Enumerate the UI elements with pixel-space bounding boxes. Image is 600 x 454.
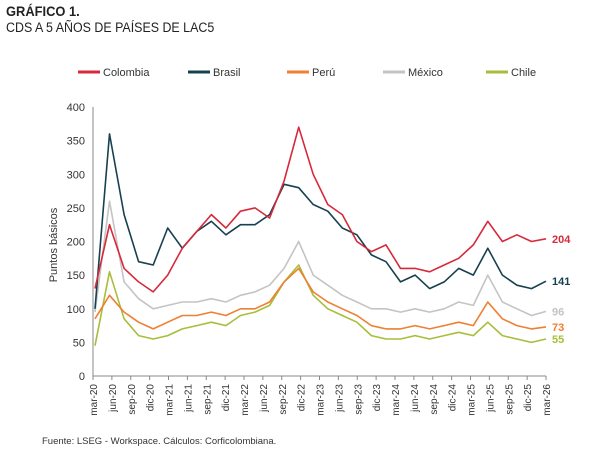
series-line-2 <box>94 267 547 330</box>
series-line-0 <box>94 126 547 293</box>
x-tick-label: sep-20 <box>127 384 138 415</box>
x-tick-label: dic-24 <box>448 384 459 412</box>
y-tick-label: 300 <box>67 169 85 181</box>
x-tick-label: jun-25 <box>485 384 496 413</box>
x-tick-label: jun-24 <box>410 384 421 413</box>
x-tick-label: dic-21 <box>221 384 232 412</box>
x-tick-label: sep-23 <box>353 384 364 415</box>
x-tick-label: jun-23 <box>334 384 345 413</box>
legend-label-2: Perú <box>312 67 335 79</box>
y-tick-label: 350 <box>67 136 85 148</box>
x-tick-label: jun-21 <box>183 384 194 413</box>
series-line-3 <box>94 200 547 317</box>
legend-label-1: Brasil <box>213 67 241 79</box>
end-label-1: 141 <box>552 276 570 288</box>
end-label-4: 55 <box>552 334 564 346</box>
series-group <box>94 126 547 346</box>
end-labels: 204 141 73 96 55 <box>552 234 571 346</box>
end-label-0: 204 <box>552 234 571 246</box>
y-tick-label: 250 <box>67 203 85 215</box>
x-tick-label: dic-25 <box>523 384 534 412</box>
x-tick-label: sep-21 <box>202 384 213 415</box>
x-tick-label: mar-24 <box>391 384 402 416</box>
x-tick-label: dic-22 <box>297 384 308 412</box>
end-label-2: 73 <box>552 322 564 334</box>
legend-label-3: México <box>408 67 443 79</box>
y-tick-label: 200 <box>67 237 85 249</box>
x-tick-label: mar-23 <box>316 384 327 416</box>
chart-subtitle: CDS A 5 AÑOS DE PAÍSES DE LAC5 <box>6 20 215 35</box>
x-tick-label: dic-23 <box>372 384 383 412</box>
source-note: Fuente: LSEG - Workspace. Cálculos: Corf… <box>42 436 277 447</box>
x-tick-label: mar-25 <box>467 384 478 416</box>
chart-header: GRÁFICO 1. CDS A 5 AÑOS DE PAÍSES DE LAC… <box>6 2 232 36</box>
x-tick-label: jun-22 <box>259 384 270 413</box>
x-tick-label: sep-25 <box>504 384 515 415</box>
x-tick-label: dic-20 <box>146 384 157 412</box>
x-tick-label: sep-24 <box>429 384 440 415</box>
y-tick-label: 100 <box>67 304 85 316</box>
y-tick-label: 0 <box>79 371 85 383</box>
x-tick-label: mar-26 <box>542 384 553 416</box>
x-tick-label: mar-21 <box>165 384 176 416</box>
chart-title: GRÁFICO 1. <box>6 3 80 19</box>
legend-label-4: Chile <box>511 67 536 79</box>
x-tick-label: sep-22 <box>278 384 289 415</box>
y-tick-label: 150 <box>67 270 85 282</box>
y-axis-label: Puntos básicos <box>48 207 60 282</box>
x-tick-label: jun-20 <box>108 384 119 413</box>
legend-label-0: Colombia <box>103 67 150 79</box>
x-tick-label: mar-20 <box>89 384 100 416</box>
y-axis: 0 50 100 150 200 250 300 350 400 <box>67 102 94 383</box>
chart-legend: Colombia Brasil Perú México Chile <box>78 67 536 79</box>
series-line-1 <box>94 133 547 309</box>
y-tick-label: 50 <box>73 337 85 349</box>
end-label-3: 96 <box>552 306 564 318</box>
x-tick-label: mar-22 <box>240 384 251 416</box>
x-axis: mar-20 jun-20 sep-20 dic-20 mar-21 jun-21 sep-… <box>89 375 553 416</box>
series-line-4 <box>94 264 547 346</box>
y-tick-label: 400 <box>67 102 85 114</box>
